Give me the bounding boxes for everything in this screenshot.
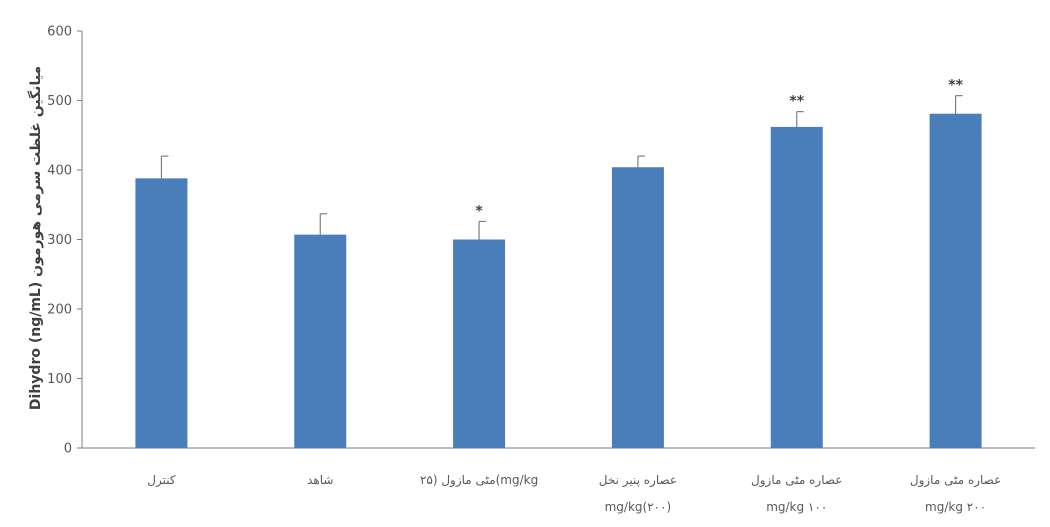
bar	[294, 234, 347, 448]
y-tick-label: 400	[47, 164, 72, 179]
y-tick-label: 600	[47, 25, 72, 40]
bar	[929, 113, 982, 448]
bar	[135, 178, 188, 448]
significance-marker: **	[789, 94, 804, 110]
x-axis-labels: کنترل شاهد مٹی مازول (۲۵(mg/kg عصاره پنیر ن…	[147, 473, 1001, 514]
axes	[81, 31, 1035, 449]
bar	[770, 126, 823, 448]
significance-labels: *****	[475, 78, 963, 220]
x-category-label: عصاره پنیر نخل	[599, 473, 677, 488]
x-category-label: mg/kg(۲۰۰)	[605, 500, 672, 514]
y-tick-label: 500	[47, 94, 72, 109]
bar	[611, 167, 664, 448]
bar	[453, 239, 506, 448]
bars	[135, 113, 982, 448]
y-tick-label: 200	[47, 303, 72, 318]
x-category-label: عصاره مٹی مازول	[910, 473, 1001, 488]
x-category-label: مٹی مازول (۲۵(mg/kg	[420, 473, 538, 488]
x-category-label: mg/kg ۱۰۰	[766, 500, 827, 514]
significance-marker: **	[948, 78, 963, 94]
x-category-label: کنترل	[147, 473, 176, 488]
y-tick-label: 100	[47, 372, 72, 387]
y-axis-title-group: Dihydro (ng/mL) میانگین غلظت سرمی هورمون	[27, 66, 44, 410]
y-axis-ticks: 0 100 200 300 400 500 600	[47, 25, 82, 457]
x-category-label: mg/kg ۲۰۰	[925, 500, 986, 514]
y-tick-label: 0	[64, 442, 72, 457]
x-category-label: عصاره مٹی مازول	[751, 473, 842, 488]
significance-marker: *	[475, 203, 483, 219]
y-axis-title: Dihydro (ng/mL) میانگین غلظت سرمی هورمون	[27, 66, 44, 410]
x-category-label: شاهد	[307, 473, 333, 487]
error-bars	[160, 95, 963, 240]
y-tick-label: 300	[47, 233, 72, 248]
